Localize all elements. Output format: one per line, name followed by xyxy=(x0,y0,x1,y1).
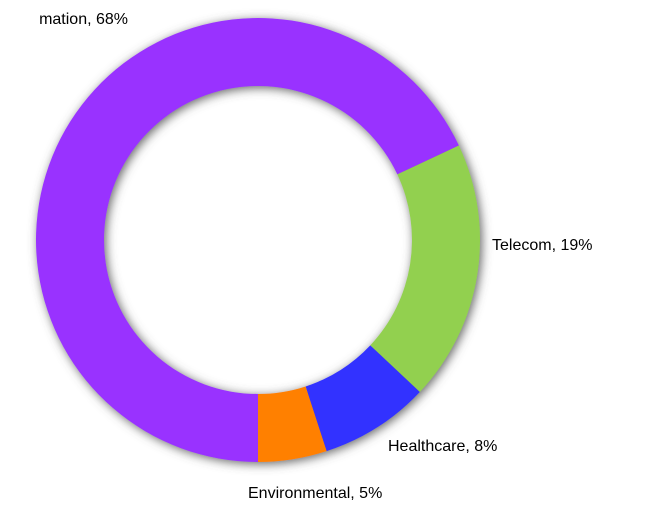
data-label: Telecom, 19% xyxy=(492,237,593,254)
donut-segment xyxy=(258,386,327,462)
donut-segment xyxy=(370,145,481,392)
donut-segment xyxy=(35,18,459,463)
data-label: Environmental, 5% xyxy=(248,485,382,502)
data-label: Healthcare, 8% xyxy=(388,438,497,455)
data-label: mation, 68% xyxy=(39,11,128,28)
donut-segment xyxy=(305,345,420,452)
donut xyxy=(35,18,481,463)
